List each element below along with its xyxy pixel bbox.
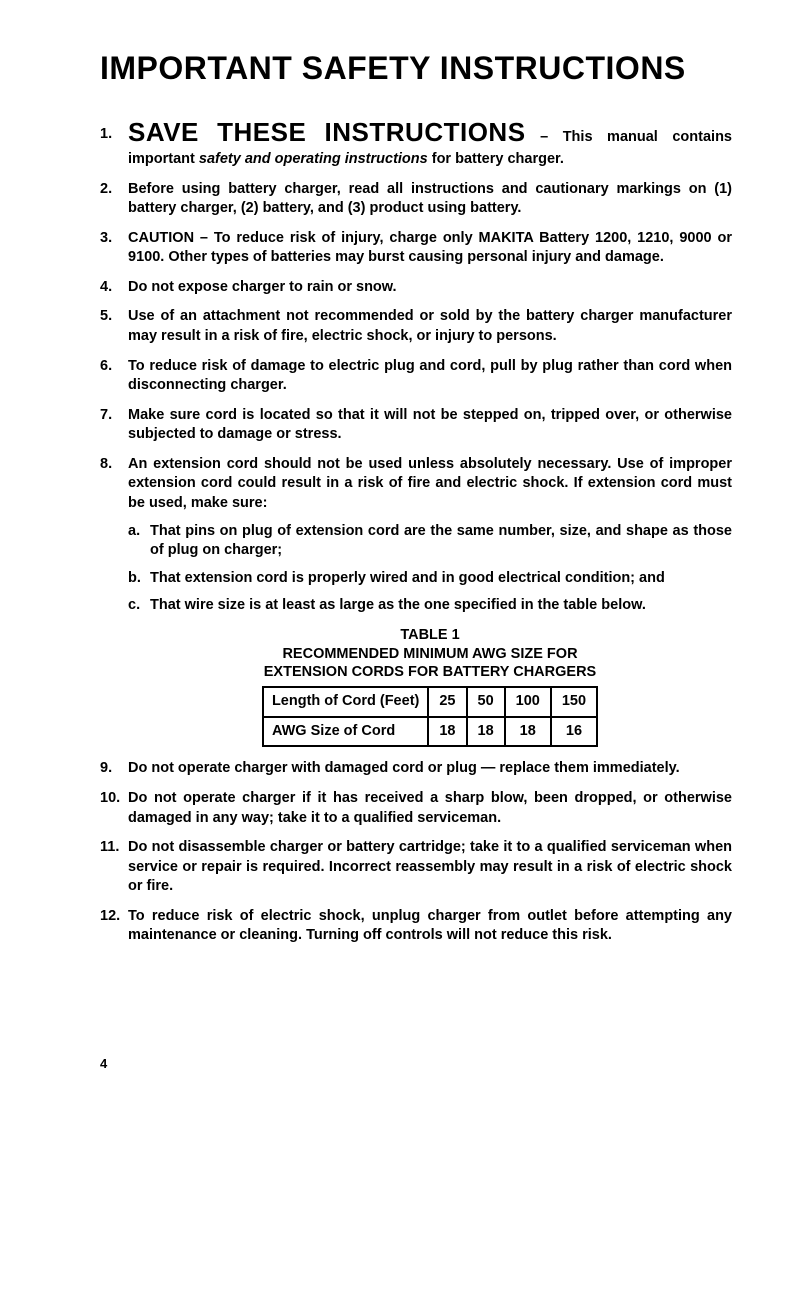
row1-val1: 25: [428, 687, 466, 717]
row2-val3: 18: [505, 717, 551, 747]
sub-item-c: c. That wire size is at least as large as…: [128, 596, 732, 616]
item1-italic: safety and operating instructions: [199, 151, 428, 167]
table-row: AWG Size of Cord 18 18 18 16: [263, 717, 597, 747]
row1-val4: 150: [551, 687, 597, 717]
row1-val2: 50: [467, 687, 505, 717]
instruction-list: SAVE THESE INSTRUCTIONS – This manual co…: [100, 115, 732, 946]
row2-val4: 16: [551, 717, 597, 747]
instruction-item-1: SAVE THESE INSTRUCTIONS – This manual co…: [100, 115, 732, 170]
row2-val2: 18: [467, 717, 505, 747]
item12-text: To reduce risk of electric shock, unplug…: [128, 908, 732, 944]
instruction-item-8: An extension cord should not be used unl…: [100, 455, 732, 748]
item1-tail: for battery charger.: [428, 151, 564, 167]
item4-text: Do not expose charger to rain or snow.: [128, 279, 397, 295]
sub-item-a: a. That pins on plug of extension cord ar…: [128, 522, 732, 561]
item2-text: Before using battery charger, read all i…: [128, 181, 732, 217]
item8-text: An extension cord should not be used unl…: [128, 456, 732, 511]
item6-text: To reduce risk of damage to electric plu…: [128, 358, 732, 394]
instruction-item-11: Do not disassemble charger or battery ca…: [100, 838, 732, 897]
page-number: 4: [100, 1056, 732, 1071]
table-row: Length of Cord (Feet) 25 50 100 150: [263, 687, 597, 717]
sub-b-marker: b.: [128, 569, 141, 589]
item10-text: Do not operate charger if it has receive…: [128, 790, 732, 826]
instruction-item-2: Before using battery charger, read all i…: [100, 180, 732, 219]
instruction-item-4: Do not expose charger to rain or snow.: [100, 278, 732, 298]
instruction-item-6: To reduce risk of damage to electric plu…: [100, 357, 732, 396]
row1-label: Length of Cord (Feet): [263, 687, 428, 717]
row2-label: AWG Size of Cord: [263, 717, 428, 747]
table-caption-line2: RECOMMENDED MINIMUM AWG SIZE FOR: [282, 646, 577, 662]
sub-item-b: b. That extension cord is properly wired …: [128, 569, 732, 589]
table-caption-line3: EXTENSION CORDS FOR BATTERY CHARGERS: [264, 664, 596, 680]
table-caption: TABLE 1 RECOMMENDED MINIMUM AWG SIZE FOR…: [128, 626, 732, 683]
item5-text: Use of an attachment not recommended or …: [128, 308, 732, 344]
sub-list: a. That pins on plug of extension cord ar…: [128, 522, 732, 616]
sub-a-text: That pins on plug of extension cord are …: [150, 523, 732, 559]
row1-val3: 100: [505, 687, 551, 717]
instruction-item-7: Make sure cord is located so that it wil…: [100, 406, 732, 445]
sub-a-marker: a.: [128, 522, 140, 542]
sub-b-text: That extension cord is properly wired an…: [150, 570, 665, 586]
instruction-item-5: Use of an attachment not recommended or …: [100, 307, 732, 346]
item3-text: CAUTION – To reduce risk of injury, char…: [128, 230, 732, 266]
instruction-item-3: CAUTION – To reduce risk of injury, char…: [100, 229, 732, 268]
instruction-item-9: Do not operate charger with damaged cord…: [100, 759, 732, 779]
sub-c-marker: c.: [128, 596, 140, 616]
table-block: TABLE 1 RECOMMENDED MINIMUM AWG SIZE FOR…: [128, 626, 732, 748]
row2-val1: 18: [428, 717, 466, 747]
item11-text: Do not disassemble charger or battery ca…: [128, 839, 732, 894]
instruction-item-10: Do not operate charger if it has receive…: [100, 789, 732, 828]
awg-table: Length of Cord (Feet) 25 50 100 150 AWG …: [262, 686, 598, 747]
item7-text: Make sure cord is located so that it wil…: [128, 407, 732, 443]
table-caption-line1: TABLE 1: [400, 627, 459, 643]
sub-c-text: That wire size is at least as large as t…: [150, 597, 646, 613]
item9-text: Do not operate charger with damaged cord…: [128, 760, 680, 776]
save-instructions-heading: SAVE THESE INSTRUCTIONS: [128, 117, 526, 147]
document-page: IMPORTANT SAFETY INSTRUCTIONS SAVE THESE…: [0, 0, 802, 1111]
instruction-item-12: To reduce risk of electric shock, unplug…: [100, 907, 732, 946]
main-title: IMPORTANT SAFETY INSTRUCTIONS: [100, 50, 732, 87]
